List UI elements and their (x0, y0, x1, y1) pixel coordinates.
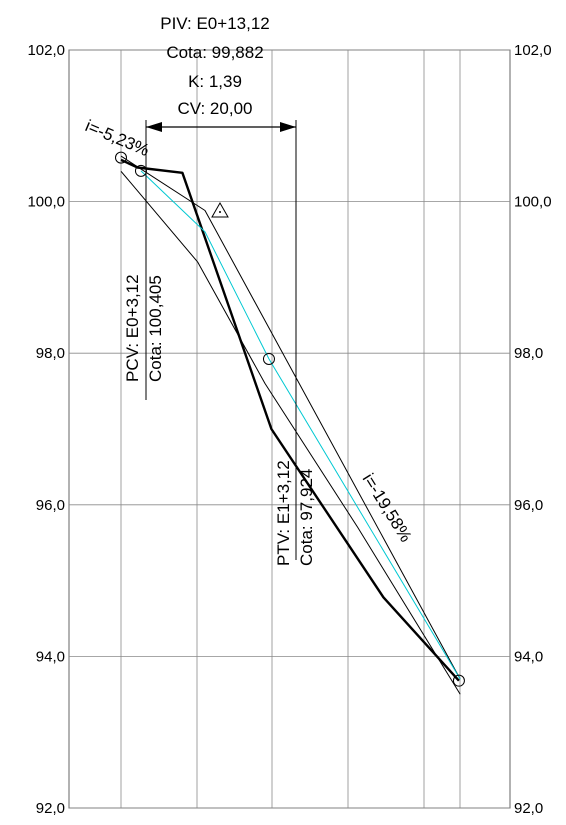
series-line-grade-tangents (120, 155, 461, 680)
series-line-terrain (120, 158, 460, 682)
piv-elevation-label: Cota: 99,882 (166, 43, 263, 62)
pcv-station-label: PCV: E0+3,12 (123, 274, 142, 382)
y-tick-label-left: 100,0 (27, 194, 65, 211)
plot-frame (68, 49, 511, 809)
piv-station-label: PIV: E0+13,12 (160, 14, 269, 33)
point-marker (115, 151, 127, 164)
ptv-elevation-label: Cota: 97,924 (297, 469, 316, 566)
pcv-elevation-label: Cota: 100,405 (146, 275, 165, 382)
ptv-station-label: PTV: E1+3,12 (274, 460, 293, 566)
y-tick-label-left: 98,0 (36, 345, 65, 362)
y-tick-label-right: 94,0 (514, 648, 543, 665)
point-marker (452, 674, 465, 687)
y-ticks-right: 102,0 100,0 98,0 96,0 94,0 92,0 (514, 42, 552, 817)
series-layer (120, 155, 461, 695)
marker-layer (115, 151, 465, 687)
y-tick-label-left: 92,0 (36, 800, 65, 817)
piv-triangle-icon (211, 201, 229, 218)
y-tick-label-right: 92,0 (514, 800, 543, 817)
series-line-vertical-curve (140, 170, 461, 680)
point-marker (262, 352, 275, 365)
curve-length-dimension (145, 120, 297, 560)
y-tick-label-left: 96,0 (36, 497, 65, 514)
grid-lines (69, 49, 510, 809)
piv-k-label: K: 1,39 (188, 72, 242, 91)
y-tick-label-right: 96,0 (514, 497, 543, 514)
y-tick-label-right: 98,0 (514, 345, 543, 362)
piv-cv-label: CV: 20,00 (178, 99, 253, 118)
series-line-reference (120, 170, 461, 695)
y-tick-label-left: 94,0 (36, 648, 65, 665)
y-ticks-left: 102,0 100,0 98,0 96,0 94,0 92,0 (27, 42, 65, 817)
y-tick-label-right: 100,0 (514, 194, 552, 211)
y-tick-label-left: 102,0 (27, 42, 65, 59)
y-tick-label-right: 102,0 (514, 42, 552, 59)
